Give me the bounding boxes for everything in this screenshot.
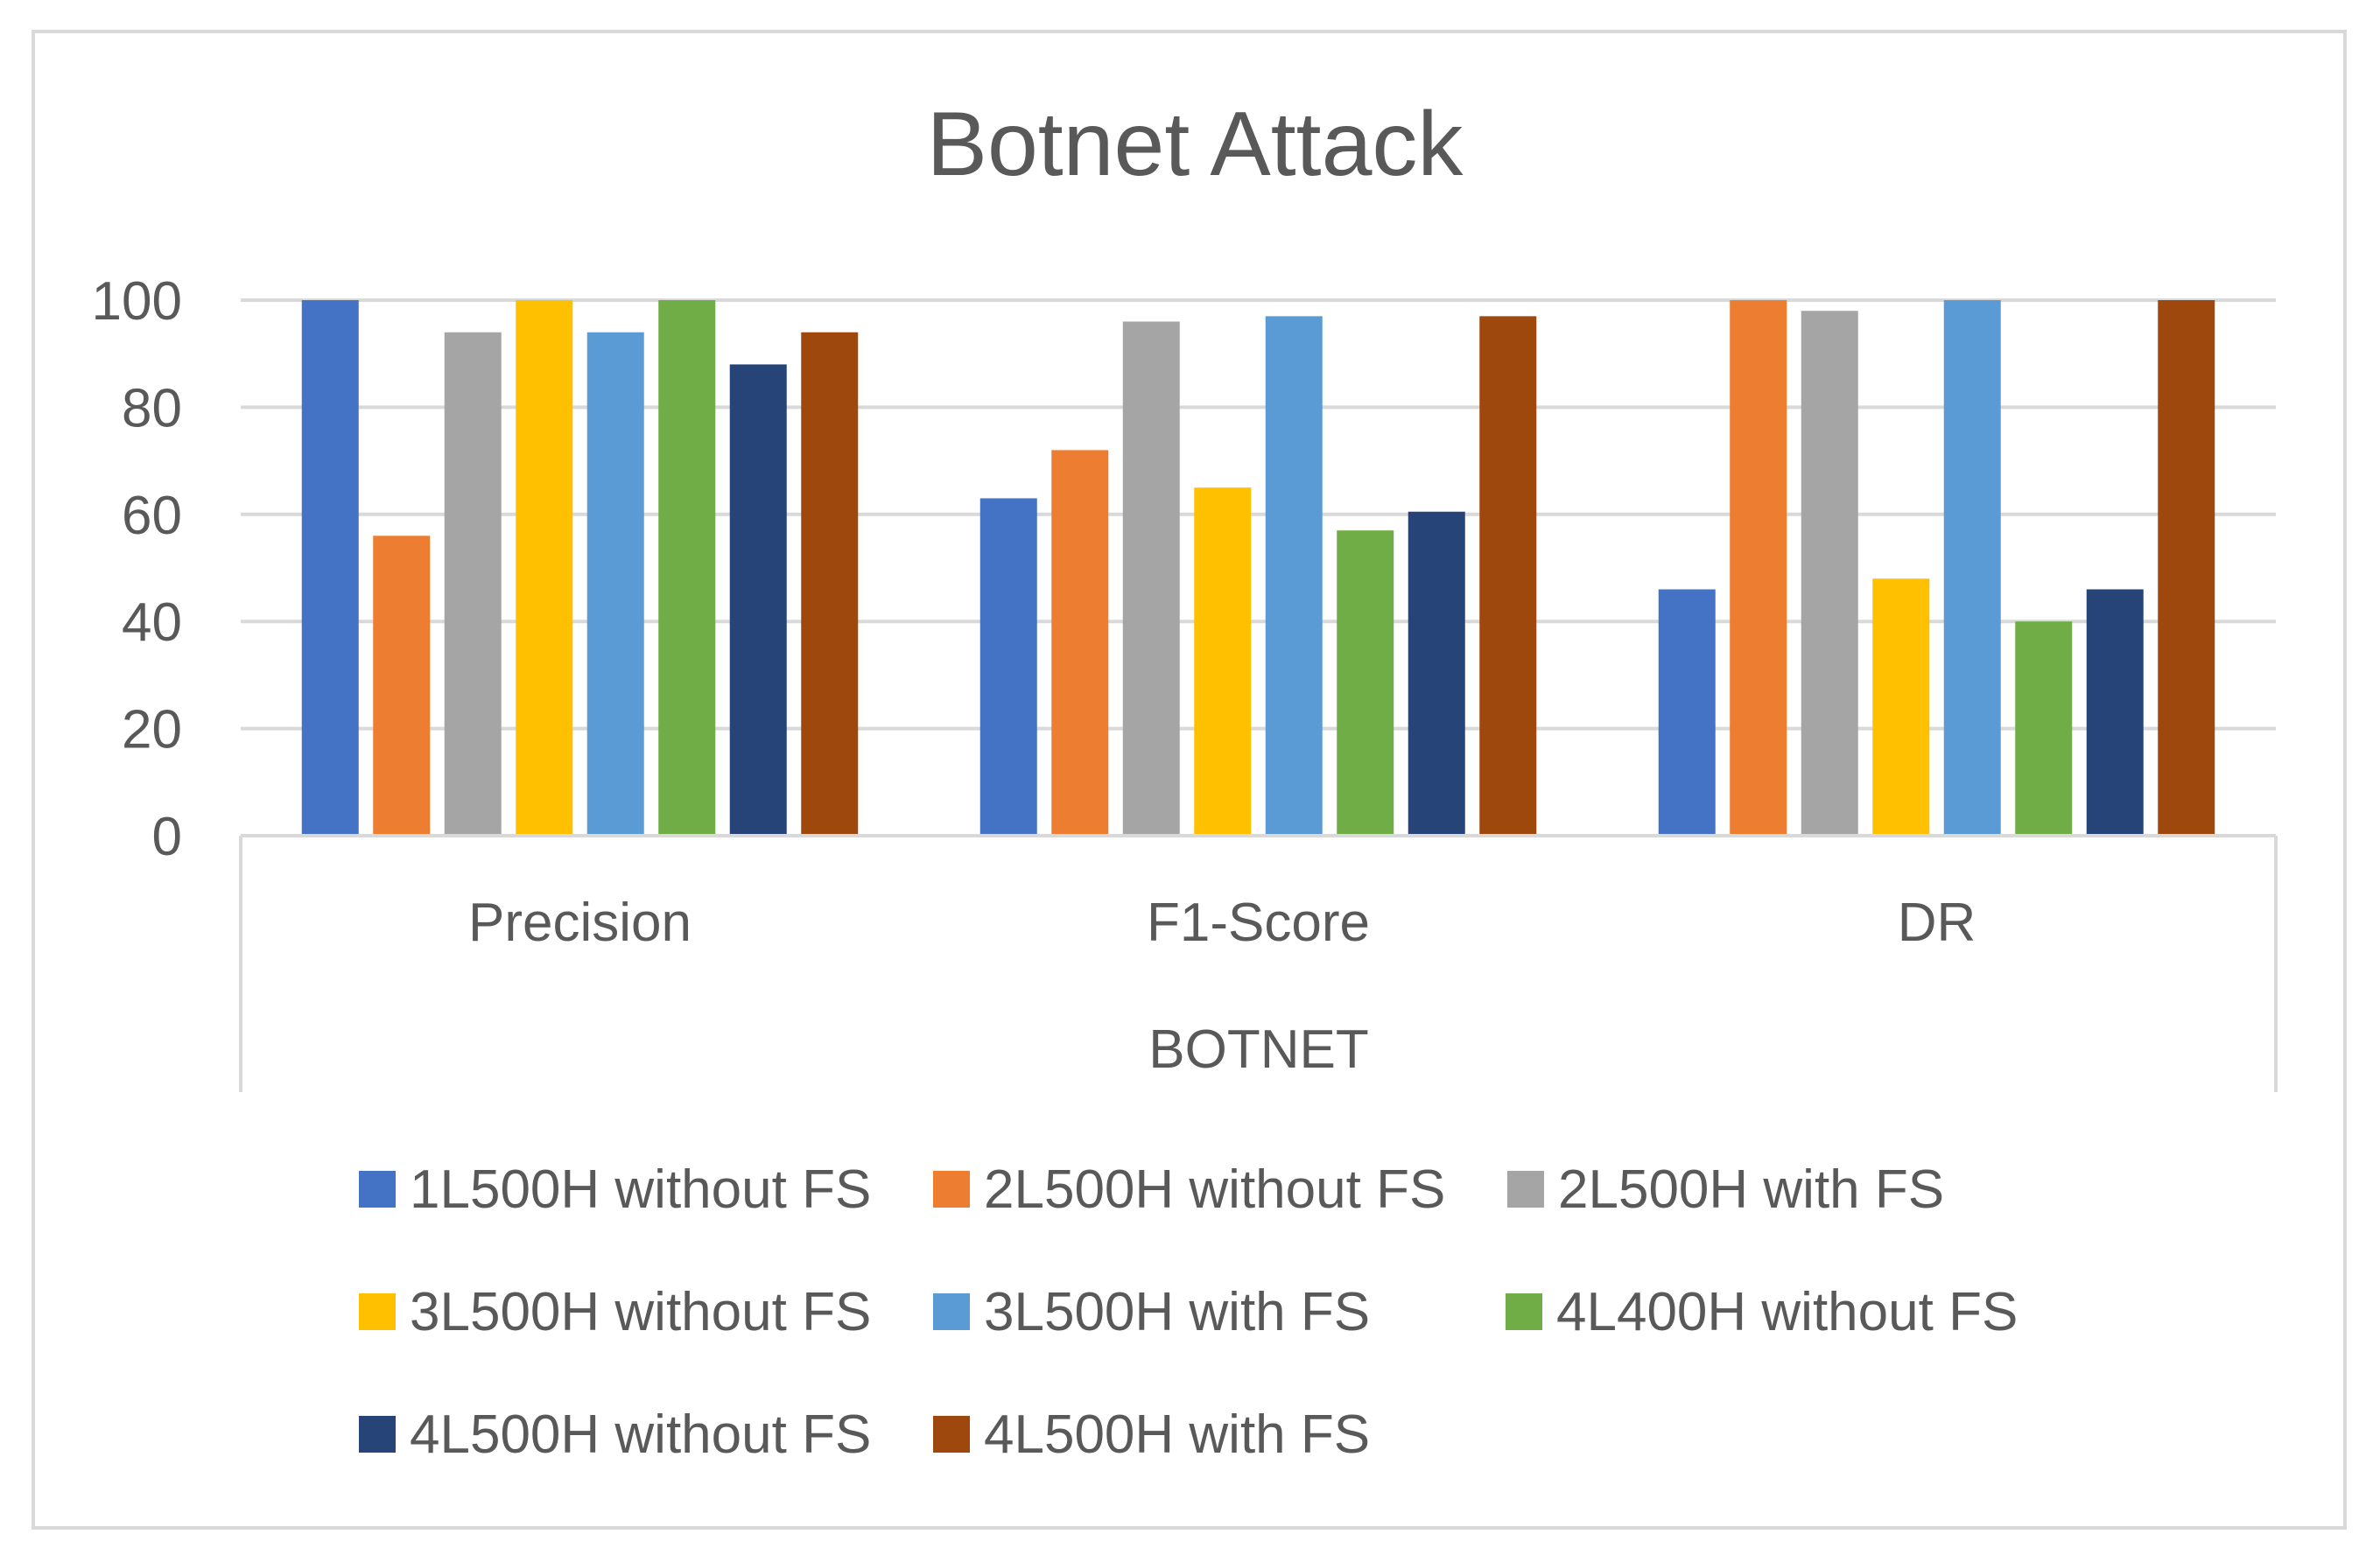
legend-swatch xyxy=(1507,1171,1544,1208)
legend-item: 2L500H with FS xyxy=(1507,1159,1944,1220)
bars xyxy=(301,300,2215,837)
bar xyxy=(1943,300,2001,836)
bar xyxy=(1051,450,1109,836)
bar xyxy=(979,498,1037,836)
y-tick-label: 100 xyxy=(92,271,182,332)
bar xyxy=(2086,589,2144,836)
bar xyxy=(1265,316,1323,836)
legend-item: 1L500H without FS xyxy=(359,1159,871,1220)
legend-item: 4L500H without FS xyxy=(359,1404,871,1465)
bar xyxy=(301,300,359,836)
legend-swatch xyxy=(933,1293,970,1330)
bar xyxy=(1801,311,1858,836)
legend-label: 4L500H with FS xyxy=(984,1404,1370,1465)
bar xyxy=(1479,316,1537,836)
x-tick-label: DR xyxy=(1898,893,1976,953)
legend-label: 2L500H without FS xyxy=(984,1159,1445,1220)
y-tick-label: 0 xyxy=(152,807,182,867)
y-tick-label: 20 xyxy=(122,700,182,760)
legend-swatch xyxy=(359,1416,396,1453)
legend-item: 3L500H without FS xyxy=(359,1282,871,1342)
bar xyxy=(1194,487,1252,836)
legend-swatch xyxy=(359,1171,396,1208)
bar xyxy=(373,536,431,836)
legend-item: 3L500H with FS xyxy=(933,1282,1370,1342)
y-tick-label: 40 xyxy=(122,592,182,653)
bar xyxy=(516,300,573,836)
legend-swatch xyxy=(1506,1293,1542,1330)
y-axis-ticks: 0 20 40 60 80 100 xyxy=(92,271,182,867)
legend-swatch xyxy=(359,1293,396,1330)
legend-label: 4L500H without FS xyxy=(410,1404,871,1465)
legend-label: 1L500H without FS xyxy=(410,1159,871,1220)
bar xyxy=(801,332,859,837)
gridlines xyxy=(241,298,2276,731)
x-axis-ticks: Precision F1-Score DR xyxy=(468,893,1976,953)
y-tick-label: 60 xyxy=(122,486,182,546)
legend-label: 4L400H without FS xyxy=(1556,1282,2018,1342)
legend-item: 4L500H with FS xyxy=(933,1404,1370,1465)
bar xyxy=(1872,578,1930,836)
bar xyxy=(1408,511,1465,836)
bar xyxy=(1658,589,1716,836)
bar xyxy=(444,332,502,837)
legend-item: 4L400H without FS xyxy=(1506,1282,2018,1342)
legend-swatch xyxy=(933,1416,970,1453)
bar xyxy=(1122,321,1180,837)
x-axis xyxy=(239,834,2278,1092)
legend-label: 3L500H without FS xyxy=(410,1282,871,1342)
legend-item: 2L500H without FS xyxy=(933,1159,1445,1220)
chart-title: Botnet Attack xyxy=(927,94,1464,195)
bar xyxy=(1337,530,1394,836)
bar xyxy=(658,300,716,836)
legend-label: 2L500H with FS xyxy=(1558,1159,1944,1220)
legend-label: 3L500H with FS xyxy=(984,1282,1370,1342)
x-tick-label: F1-Score xyxy=(1147,893,1370,953)
bar xyxy=(2158,300,2215,836)
x-tick-label: Precision xyxy=(468,893,692,953)
legend: 1L500H without FS 2L500H without FS 2L500H… xyxy=(359,1159,2018,1465)
bar xyxy=(729,364,787,836)
legend-swatch xyxy=(933,1171,970,1208)
bar xyxy=(586,332,644,837)
bar xyxy=(1730,300,1787,836)
y-tick-label: 80 xyxy=(122,378,182,438)
bar xyxy=(2015,621,2073,836)
x-axis-title: BOTNET xyxy=(1148,1019,1368,1080)
